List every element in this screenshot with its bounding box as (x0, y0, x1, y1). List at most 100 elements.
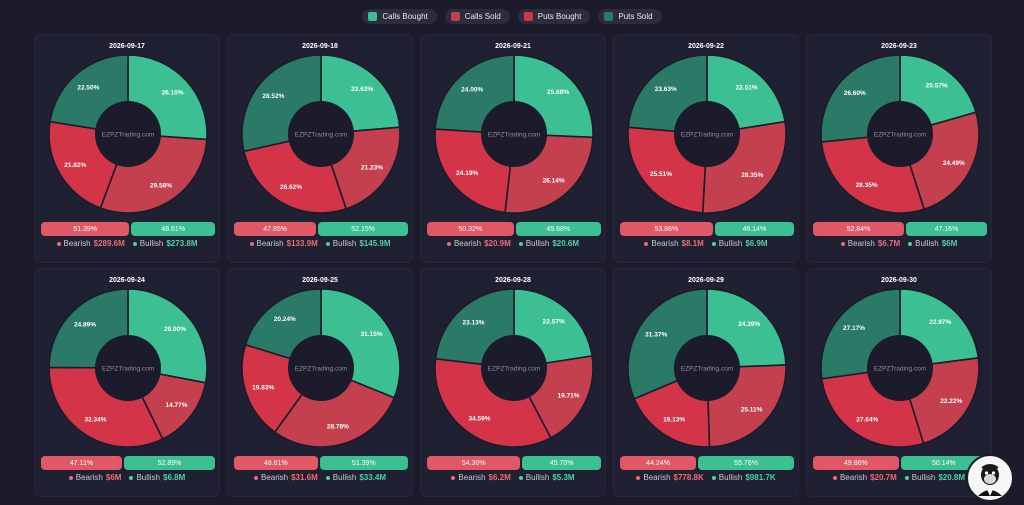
bearish-label: Bearish (651, 239, 679, 248)
chart-date: 2026-09-30 (881, 277, 917, 284)
watermark: EZPZTrading.com (681, 366, 734, 373)
bullish-label: Bullish (915, 239, 939, 248)
bearish-value: $6.7M (877, 239, 901, 248)
bearish-value: $20.9M (484, 239, 511, 248)
bullish-bar[interactable]: 55.76% (698, 456, 794, 470)
totals-row: Bearish $6.2M Bullish $5.3M (421, 473, 605, 482)
bearish-value: $31.6M (291, 473, 318, 482)
slice-label: 31.15% (361, 331, 383, 338)
bearish-label: Bearish (63, 239, 91, 248)
bearish-bar[interactable]: 51.39% (41, 222, 130, 236)
bullish-value: $6M (941, 239, 958, 248)
bearish-bar[interactable]: 50.32% (427, 222, 514, 236)
legend-label: Calls Bought (382, 12, 428, 21)
totals-row: Bearish $8.1M Bullish $6.9M (614, 239, 798, 248)
donut-chart: 31.15% 28.78% 19.83% 20.24% EZPZTrading.com (241, 288, 401, 448)
bullish-dot (129, 475, 134, 480)
slice-label: 22.97% (929, 319, 951, 326)
puts-bought-slice[interactable] (434, 357, 552, 448)
bullish-label: Bullish (525, 473, 550, 482)
bearish-bar[interactable]: 47.85% (234, 222, 317, 236)
bullish-dot (711, 241, 716, 246)
bearish-value: $8.1M (681, 239, 704, 248)
chart-card: 2026-09-18 23.63% 21.23% 26.62% 28.52% EZPZTr… (227, 34, 413, 263)
bullish-bar[interactable]: 45.70% (522, 456, 601, 470)
slice-label: 22.51% (736, 85, 758, 92)
bearish-dot (644, 241, 649, 246)
bearish-bar[interactable]: 49.86% (813, 456, 899, 470)
totals-row: Bearish $133.9M Bullish $145.9M (228, 239, 412, 248)
bullish-bar[interactable]: 46.14% (714, 222, 794, 236)
bearish-value: $6M (105, 473, 122, 482)
bullish-value: $981.7K (745, 473, 776, 482)
sentiment-bar: 54.30% 45.70% (427, 456, 601, 470)
bullish-dot (325, 241, 330, 246)
bullish-bar[interactable]: 52.89% (124, 456, 215, 470)
bullish-bar[interactable]: 50.14% (900, 456, 987, 470)
sentiment-bar: 44.24% 55.76% (620, 456, 794, 470)
bullish-label: Bullish (525, 239, 550, 248)
legend-swatch (604, 12, 614, 21)
slice-label: 20.24% (274, 316, 296, 323)
donut-chart: 24.39% 25.11% 19.13% 31.37% EZPZTrading.com (627, 288, 787, 448)
bullish-bar[interactable]: 52.15% (318, 222, 408, 236)
slice-label: 28.35% (741, 172, 763, 179)
chart-date: 2026-09-22 (688, 43, 724, 50)
gorilla-mascot-icon[interactable] (966, 454, 1014, 502)
sentiment-bar: 51.39% 48.61% (41, 222, 215, 236)
bearish-total: Bearish $8.1M (644, 239, 704, 248)
bullish-value: $20.6M (552, 239, 580, 248)
legend-item[interactable]: Puts Bought (517, 9, 591, 24)
bullish-total: Bullish $33.4M (325, 473, 386, 482)
slice-label: 14.77% (165, 402, 187, 409)
bullish-value: $20.8M (938, 473, 966, 482)
bullish-total: Bullish $6.9M (711, 239, 768, 248)
chart-date: 2026-09-23 (881, 43, 917, 50)
slice-label: 22.50% (77, 85, 99, 92)
bearish-bar[interactable]: 53.86% (620, 222, 713, 236)
bullish-dot (711, 475, 716, 480)
bullish-label: Bullish (718, 239, 743, 248)
bearish-label: Bearish (256, 239, 284, 248)
legend-item[interactable]: Calls Sold (444, 9, 510, 24)
totals-row: Bearish $20.7M Bullish $20.8M (807, 473, 991, 482)
watermark: EZPZTrading.com (295, 132, 348, 139)
bearish-total: Bearish $289.6M (56, 239, 125, 248)
bullish-bar[interactable]: 47.16% (905, 222, 987, 236)
bullish-total: Bullish $20.6M (518, 239, 580, 248)
bearish-label: Bearish (643, 473, 671, 482)
bearish-dot (832, 475, 837, 480)
bullish-bar[interactable]: 48.61% (131, 222, 215, 236)
slice-label: 28.52% (262, 93, 284, 100)
slice-label: 27.64% (856, 417, 878, 424)
bullish-label: Bullish (139, 239, 164, 248)
calls-sold-slice[interactable] (273, 367, 396, 448)
bearish-label: Bearish (75, 473, 103, 482)
bullish-label: Bullish (332, 473, 357, 482)
bullish-dot (132, 241, 137, 246)
totals-row: Bearish $778.8K Bullish $981.7K (614, 473, 798, 482)
donut-hole (288, 335, 354, 401)
bearish-bar[interactable]: 44.24% (620, 456, 697, 470)
bullish-bar[interactable]: 49.68% (515, 222, 601, 236)
legend-item[interactable]: Puts Sold (598, 9, 662, 24)
bearish-total: Bearish $20.7M (832, 473, 897, 482)
slice-label: 23.63% (351, 86, 373, 93)
bullish-total: Bullish $273.8M (132, 239, 197, 248)
slice-label: 26.62% (280, 184, 302, 191)
bullish-dot (908, 241, 913, 246)
watermark: EZPZTrading.com (102, 132, 155, 139)
bullish-value: $145.9M (359, 239, 391, 248)
bearish-bar[interactable]: 52.84% (813, 222, 904, 236)
bullish-bar[interactable]: 51.39% (319, 456, 408, 470)
bearish-bar[interactable]: 47.11% (41, 456, 123, 470)
watermark: EZPZTrading.com (488, 366, 541, 373)
bearish-label: Bearish (847, 239, 875, 248)
bullish-total: Bullish $6.8M (129, 473, 185, 482)
bearish-bar[interactable]: 48.61% (234, 456, 318, 470)
legend-item[interactable]: Calls Bought (362, 9, 437, 24)
bearish-dot (253, 475, 258, 480)
watermark: EZPZTrading.com (488, 132, 541, 139)
slice-label: 22.22% (940, 398, 962, 405)
bearish-bar[interactable]: 54.30% (427, 456, 521, 470)
